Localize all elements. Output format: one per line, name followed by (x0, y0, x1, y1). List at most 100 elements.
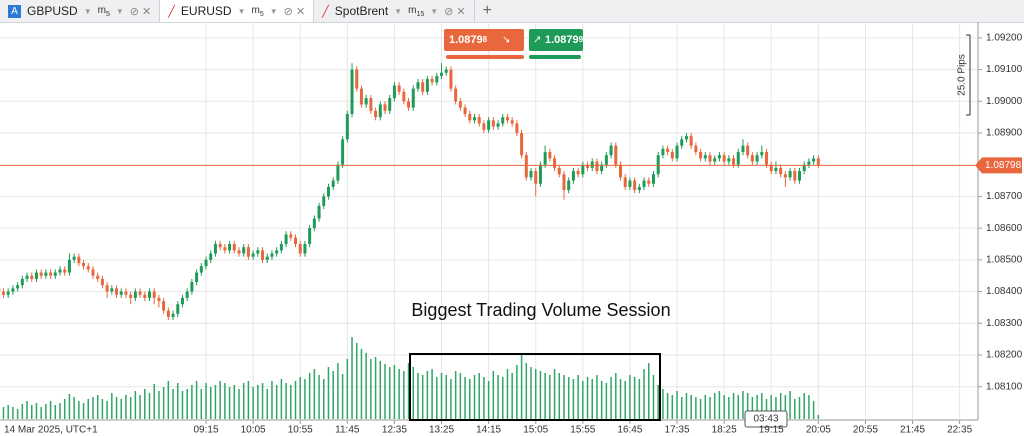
volume-bar (111, 393, 113, 419)
volume-bar (497, 375, 499, 419)
volume-bar (671, 395, 674, 419)
volume-bar (732, 393, 735, 419)
volume-bar (40, 407, 42, 419)
x-tick-label: 20:05 (806, 425, 831, 436)
buy-price-main: 1.0879 (545, 34, 579, 46)
sell-bar (446, 55, 524, 59)
candle-body (195, 272, 199, 283)
y-tick-label: 1.09200 (986, 32, 1023, 43)
volume-bar (803, 393, 805, 419)
volume-bar (525, 363, 528, 419)
x-tick-label: 22:35 (947, 425, 972, 436)
date-label: 14 Mar 2025, UTC+1 (4, 425, 98, 436)
candle-body (171, 313, 175, 317)
candle-body (53, 272, 57, 276)
candle-body (717, 155, 721, 159)
annotation: Biggest Trading Volume Session (411, 300, 670, 320)
candle-body (392, 85, 396, 99)
volume-bar (431, 369, 433, 419)
buy-button[interactable] (529, 29, 583, 51)
y-tick-label: 1.08600 (986, 223, 1023, 234)
volume-bar (662, 389, 664, 419)
x-tick-label: 19:15 (759, 425, 784, 436)
y-tick-label: 1.08400 (986, 286, 1023, 297)
volume-bar (728, 397, 730, 419)
add-tab[interactable]: + (482, 2, 492, 19)
volume-bar (275, 385, 278, 419)
volume-bar (591, 379, 593, 419)
candle-body (435, 75, 439, 83)
candle-body (590, 161, 594, 168)
tab[interactable]: ╱ SpotBrent ▼ m15 ▼ ⊘ ✕ (314, 0, 475, 22)
candle-body (487, 120, 491, 130)
candle-body (16, 285, 20, 289)
volume-bar (567, 377, 570, 419)
candle-body (289, 234, 293, 238)
tf-period: 15 (416, 10, 425, 18)
sell-button[interactable] (444, 29, 524, 51)
candle-body (684, 136, 688, 140)
volume-bar (106, 401, 108, 419)
candle-body (769, 164, 773, 172)
candle-body (100, 278, 104, 286)
volume-bar (558, 373, 561, 419)
candle-body (303, 243, 307, 254)
candle-body (797, 171, 801, 181)
volume-bar (596, 375, 598, 419)
volume-bar (374, 357, 377, 419)
volume-bar (478, 373, 480, 419)
volume-bar (365, 353, 367, 419)
measure-bracket (966, 34, 971, 116)
candle-body (407, 101, 411, 108)
volume-bar (205, 383, 207, 419)
volume-bar (304, 379, 306, 419)
tab[interactable]: ╱ EURUSD ▼ m5 ▼ ⊘ ✕ (160, 0, 315, 22)
volume-bar (87, 399, 90, 419)
candle-body (190, 282, 194, 292)
candle-body (44, 272, 48, 276)
volume-bar (186, 389, 188, 419)
candle-body (755, 155, 759, 162)
volume-bar (195, 381, 198, 419)
buy-bar (529, 55, 581, 59)
candle-body (270, 253, 274, 257)
candle-body (86, 266, 90, 270)
candle-body (802, 164, 806, 172)
candle-body (647, 180, 651, 184)
candle-body (77, 256, 81, 264)
candle-body (727, 158, 731, 162)
volume-bar (534, 369, 537, 419)
volume-bar (403, 371, 405, 419)
candle-body (557, 167, 561, 175)
volume-bar (379, 361, 382, 419)
candle-body (505, 117, 509, 121)
candle-body (661, 148, 665, 156)
candle-body (34, 272, 38, 279)
volume-bar (492, 371, 495, 419)
candle-body (604, 155, 608, 165)
timeframe: m5 (252, 5, 264, 18)
candle-body (279, 243, 283, 251)
candle-body (228, 243, 232, 251)
candle-body (543, 152, 547, 165)
overlay: 1.08798 (0, 157, 1022, 174)
volume-bar (417, 373, 419, 419)
candle-body (529, 171, 533, 178)
candle-body (138, 291, 142, 295)
candle-body (637, 186, 641, 191)
volume-bar (346, 359, 349, 419)
candle-body (416, 82, 420, 89)
volume-bar (54, 405, 57, 419)
candle-body (218, 243, 222, 248)
volume-bar (450, 379, 452, 419)
candle-body (152, 291, 156, 298)
annotation-box (409, 353, 661, 421)
tab[interactable]: A GBPUSD ▼ m5 ▼ ⊘ ✕ (0, 0, 161, 22)
candle-body (666, 148, 670, 153)
candle-body (633, 180, 637, 191)
tf-unit: m (251, 4, 260, 16)
volume-bar (148, 393, 151, 419)
volume-bar (233, 385, 236, 419)
candle-body (124, 291, 128, 295)
candle-body (369, 98, 373, 111)
